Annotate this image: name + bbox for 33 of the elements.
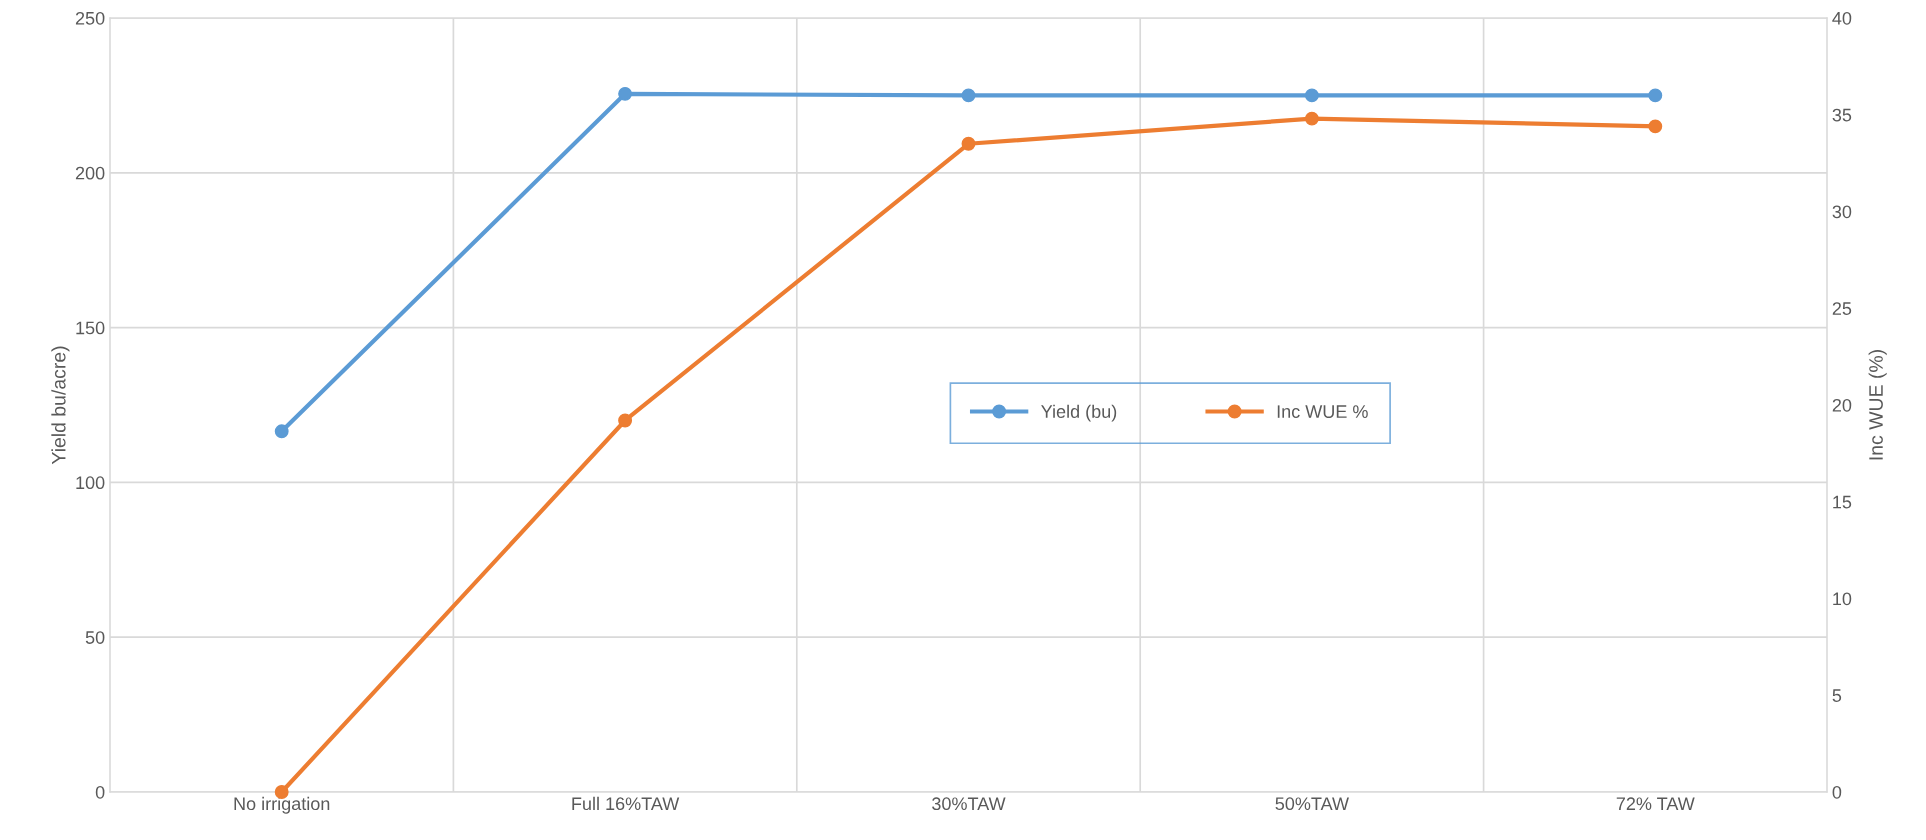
y2-tick-label: 25 (1832, 302, 1852, 315)
point (618, 413, 633, 428)
point (1304, 88, 1319, 103)
y2-tick-label: 10 (1833, 592, 1852, 606)
point (1648, 88, 1663, 103)
point (618, 86, 633, 101)
point (961, 88, 976, 103)
legend-label: Inc WUE % (1277, 405, 1368, 418)
y-tick-label: 0 (95, 785, 105, 799)
y2-tick-label: 30 (1832, 205, 1852, 219)
y2-tick-label: 15 (1833, 495, 1852, 509)
y2-tick-label: 20 (1832, 398, 1852, 412)
x-tick-label: Full 16%TAW (572, 796, 680, 811)
y2-tick-label: 40 (1832, 11, 1852, 25)
y-tick-label: 100 (76, 476, 105, 490)
y-tick-label: 250 (75, 11, 105, 25)
point (1648, 119, 1663, 134)
y2-tick-label: 0 (1832, 785, 1842, 799)
x-tick-label: 72% TAW (1616, 797, 1695, 811)
point (961, 136, 976, 151)
point (1304, 111, 1319, 126)
y-tick-label: 200 (75, 166, 105, 180)
y2-axis-title: Inc WUE (%) (1868, 350, 1887, 460)
y2-tick-label: 5 (1832, 689, 1842, 702)
y-tick-label: 150 (76, 321, 105, 335)
point (274, 424, 289, 439)
y-tick-label: 50 (85, 631, 105, 644)
x-tick-label: 50%TAW (1275, 797, 1349, 811)
y2-tick-label: 35 (1832, 108, 1852, 122)
x-tick-label: No irrigation (234, 796, 330, 814)
x-tick-label: 30%TAW (932, 797, 1006, 811)
y-axis-title: Yield bu/acre) (51, 346, 70, 465)
legend-label: Yield (bu) (1041, 404, 1117, 422)
